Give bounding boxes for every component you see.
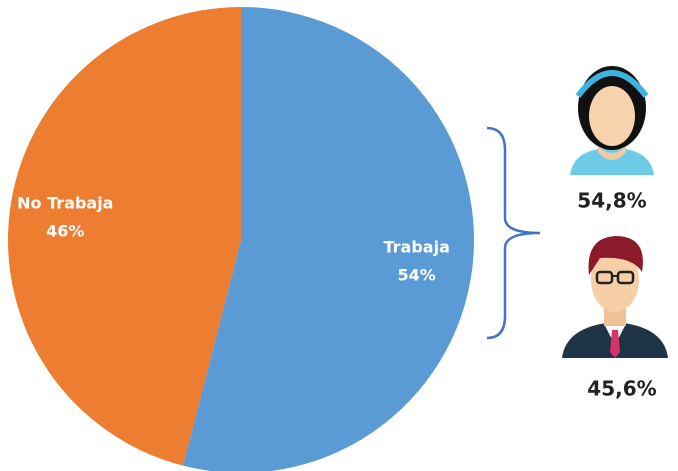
slice-value: 54% <box>398 266 436 285</box>
slice-category: No Trabaja <box>17 193 113 212</box>
woman-icon <box>570 66 654 175</box>
pie <box>8 7 474 471</box>
annotation: 54,8% <box>577 189 646 213</box>
brace <box>486 126 541 340</box>
pie-slice <box>183 7 474 471</box>
pie-slice <box>8 7 241 466</box>
slice-value: 46% <box>46 221 84 240</box>
man-icon <box>562 236 668 358</box>
annotation: 45,6% <box>587 377 656 401</box>
slice-category: Trabaja <box>383 238 449 257</box>
